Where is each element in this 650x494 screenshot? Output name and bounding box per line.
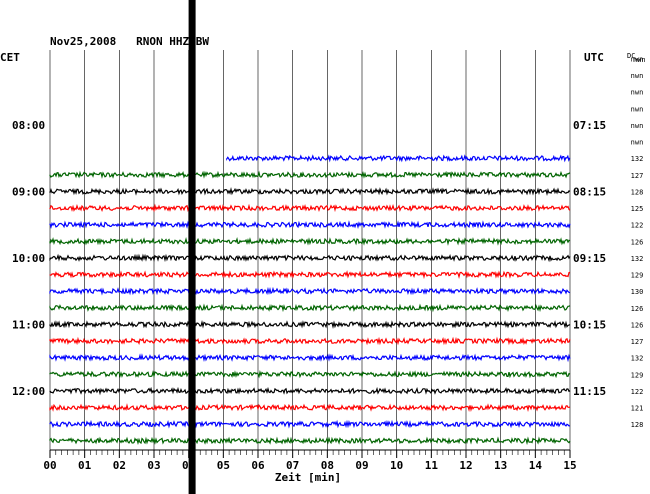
x-axis-label: Zeit [min] (275, 471, 341, 484)
x-tick-label: 11 (425, 459, 439, 472)
dc-value: nwn (631, 105, 644, 113)
dc-value: nwn (631, 56, 644, 64)
dc-value: 126 (631, 238, 644, 246)
x-tick-label: 02 (113, 459, 126, 472)
trace-line (49, 187, 571, 196)
right-hour-label: 08:15 (573, 185, 606, 198)
x-tick-label: 15 (563, 459, 576, 472)
left-hour-label: 08:00 (12, 119, 45, 132)
dc-value: 126 (631, 305, 644, 313)
dc-value: 125 (631, 205, 644, 213)
dc-value: 127 (631, 338, 644, 346)
left-unit-label: CET (0, 51, 20, 64)
x-tick-label: 00 (43, 459, 56, 472)
trace-line (49, 403, 571, 413)
trace-line (49, 170, 571, 180)
dc-value: 126 (631, 321, 644, 329)
dc-value: nwn (631, 122, 644, 130)
dc-value: 122 (631, 388, 644, 396)
dc-value: nwn (631, 89, 644, 97)
x-tick-label: 14 (529, 459, 543, 472)
dc-value: 132 (631, 255, 644, 263)
trace-line (49, 336, 571, 346)
trace-line (49, 286, 571, 296)
x-tick-label: 13 (494, 459, 507, 472)
x-tick-label: 06 (251, 459, 265, 472)
trace-line (226, 154, 571, 163)
x-tick-label: 12 (459, 459, 472, 472)
dc-value: 130 (631, 288, 644, 296)
dc-value: nwn (631, 139, 644, 147)
left-hour-label: 09:00 (12, 185, 45, 198)
trace-line (49, 353, 571, 363)
dc-value: 127 (631, 172, 644, 180)
x-tick-label: 05 (217, 459, 230, 472)
dc-value: 129 (631, 272, 644, 280)
x-tick-label: 01 (78, 459, 92, 472)
trace-line (49, 436, 571, 446)
labels: Nov25,2008 RNON HHZ BW CET UTC DC nwn Ze… (0, 35, 646, 484)
right-hour-label: 11:15 (573, 385, 606, 398)
left-hour-label: 11:00 (12, 318, 45, 331)
trace-line (49, 270, 571, 280)
x-tick-label: 10 (390, 459, 403, 472)
chart-title: Nov25,2008 RNON HHZ BW (50, 35, 209, 48)
dc-value: 132 (631, 355, 644, 363)
dc-value: 128 (631, 421, 644, 429)
dc-value: 122 (631, 222, 644, 230)
dc-value: 129 (631, 371, 644, 379)
right-unit-label: UTC (584, 51, 604, 64)
dc-subheader: nwn (633, 56, 646, 64)
trace-lines (49, 154, 571, 446)
left-hour-label: 10:00 (12, 252, 45, 265)
trace-line (49, 203, 571, 213)
x-tick-label: 09 (355, 459, 368, 472)
trace-line (49, 253, 571, 263)
left-hour-label: 12:00 (12, 385, 45, 398)
time-marker-bar (188, 0, 196, 494)
x-tick-label: 08 (321, 459, 334, 472)
trace-line (49, 386, 571, 396)
trace-line (49, 220, 571, 230)
dc-value: 121 (631, 405, 644, 413)
axis: 00010203040506070809101112131415 (43, 449, 577, 472)
trace-line (49, 419, 571, 429)
trace-line (49, 236, 571, 246)
dc-value: 128 (631, 188, 644, 196)
dc-header: DC (627, 52, 635, 60)
trace-line (49, 319, 571, 329)
dc-value: 132 (631, 155, 644, 163)
right-hour-label: 09:15 (573, 252, 606, 265)
trace-line (49, 370, 571, 379)
trace-line (49, 303, 571, 313)
right-hour-label: 10:15 (573, 318, 606, 331)
x-tick-label: 07 (286, 459, 299, 472)
right-hour-label: 07:15 (573, 119, 606, 132)
x-tick-label: 03 (147, 459, 160, 472)
dc-value: nwn (631, 72, 644, 80)
